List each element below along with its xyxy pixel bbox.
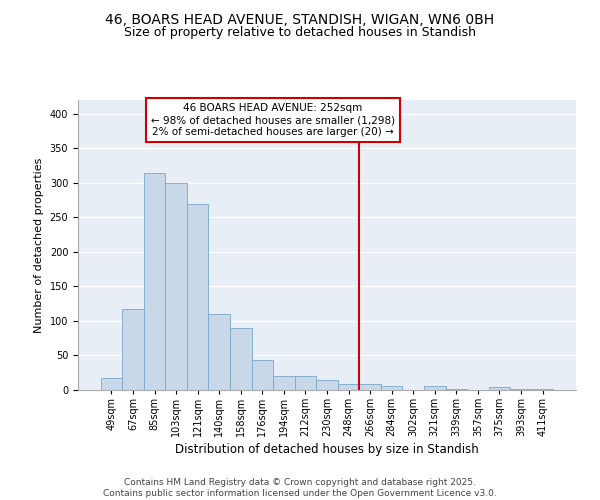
Text: 46, BOARS HEAD AVENUE, STANDISH, WIGAN, WN6 0BH: 46, BOARS HEAD AVENUE, STANDISH, WIGAN, … (106, 12, 494, 26)
Bar (295, 376, 316, 390)
Bar (101, 378, 122, 390)
Text: Distribution of detached houses by size in Standish: Distribution of detached houses by size … (175, 442, 479, 456)
Text: Contains HM Land Registry data © Crown copyright and database right 2025.
Contai: Contains HM Land Registry data © Crown c… (103, 478, 497, 498)
Bar (359, 384, 381, 390)
Bar (144, 172, 166, 390)
Bar (488, 387, 510, 390)
Bar (338, 384, 359, 390)
Bar (316, 380, 338, 390)
Bar (187, 204, 208, 390)
Text: Size of property relative to detached houses in Standish: Size of property relative to detached ho… (124, 26, 476, 39)
Bar (208, 314, 230, 390)
Y-axis label: Number of detached properties: Number of detached properties (34, 158, 44, 332)
Bar (166, 183, 187, 390)
Bar (424, 386, 446, 390)
Bar (273, 376, 295, 390)
Bar (532, 388, 553, 390)
Bar (230, 328, 251, 390)
Bar (381, 386, 403, 390)
Text: 46 BOARS HEAD AVENUE: 252sqm
← 98% of detached houses are smaller (1,298)
2% of : 46 BOARS HEAD AVENUE: 252sqm ← 98% of de… (151, 104, 395, 136)
Bar (251, 360, 273, 390)
Bar (122, 309, 144, 390)
